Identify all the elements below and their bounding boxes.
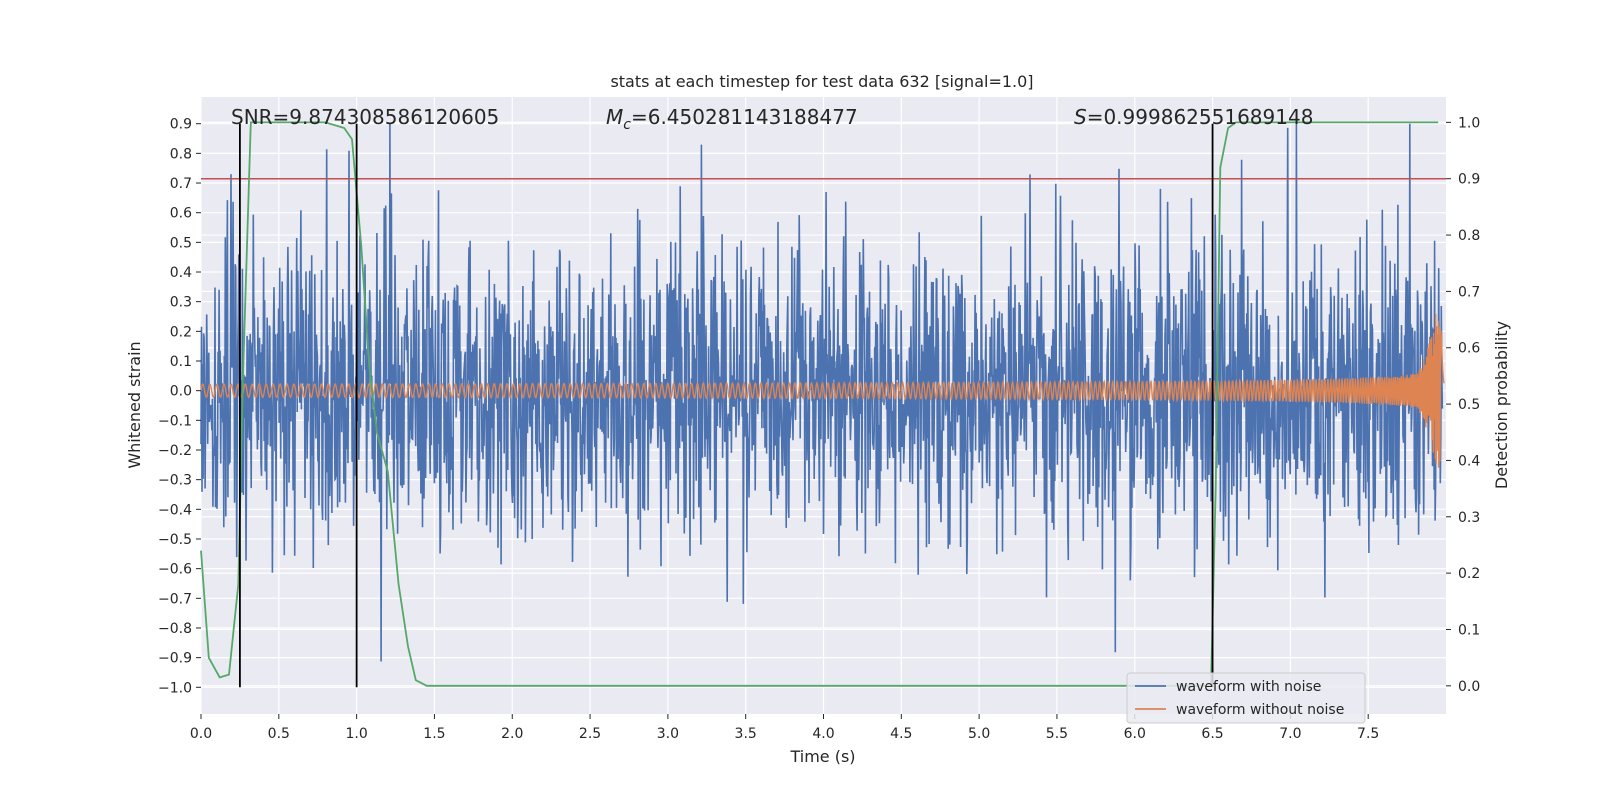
- x-tick-label: 7.5: [1357, 726, 1379, 742]
- y-tick-label: −0.2: [158, 443, 192, 459]
- y-tick-label: 0.2: [170, 324, 192, 340]
- y2-tick-label: 0.9: [1458, 172, 1480, 188]
- chart-title: stats at each timestep for test data 632…: [610, 72, 1033, 91]
- chirp-mass-value: =6.450281143188477: [631, 105, 858, 129]
- snr-annotation: SNR=9.874308586120605: [231, 105, 499, 129]
- x-tick-label: 0.5: [268, 726, 290, 742]
- y2-tick-label: 0.8: [1458, 228, 1480, 244]
- x-tick-label: 3.5: [735, 726, 757, 742]
- y-tick-label: 0.4: [170, 265, 192, 281]
- annotations: SNR=9.874308586120605 Mc=6.4502811431884…: [231, 105, 1313, 133]
- legend-label-clean: waveform without noise: [1176, 702, 1344, 718]
- legend-box: [1126, 672, 1366, 724]
- x-tick-label: 1.0: [345, 726, 367, 742]
- y2-tick-label: 0.6: [1458, 341, 1480, 357]
- s-symbol: S: [1074, 105, 1087, 129]
- x-tick-label: 6.0: [1124, 726, 1146, 742]
- y2-tick-label: 0.7: [1458, 284, 1480, 300]
- x-tick-label: 4.5: [890, 726, 912, 742]
- y-tick-label: 0.9: [170, 117, 192, 133]
- y2-tick-label: 0.5: [1458, 397, 1480, 413]
- y-tick-label: 0.7: [170, 176, 192, 192]
- x-tick-label: 1.5: [423, 726, 445, 742]
- legend: waveform with noise waveform without noi…: [1126, 672, 1366, 724]
- y-tick-label: 0.8: [170, 146, 192, 162]
- y-axis-left-ticks: 0.9 0.8 0.7 0.6 0.5 0.4 0.3 0.2 0.1 0.0 −0.1 −0.2 −0…: [158, 117, 201, 696]
- y-tick-label: 0.5: [170, 235, 192, 251]
- chirp-mass-subscript: c: [623, 117, 631, 133]
- x-tick-label: 0.0: [190, 726, 212, 742]
- x-tick-label: 4.0: [812, 726, 834, 742]
- x-tick-label: 5.5: [1046, 726, 1068, 742]
- s-annotation: S=0.999862551689148: [1074, 105, 1313, 129]
- y-tick-label: −0.4: [158, 502, 192, 518]
- chirp-mass-symbol: M: [606, 105, 623, 129]
- x-tick-label: 2.0: [501, 726, 523, 742]
- chirp-mass-annotation: Mc=6.450281143188477: [606, 105, 858, 133]
- x-tick-label: 2.5: [579, 726, 601, 742]
- x-tick-label: 7.0: [1279, 726, 1301, 742]
- y2-tick-label: 0.0: [1458, 679, 1480, 695]
- probability-line: [200, 121, 1439, 687]
- y-tick-label: −1.0: [158, 680, 192, 696]
- y2-tick-label: 0.2: [1458, 566, 1480, 582]
- series-detection-probability: [200, 121, 1439, 687]
- y-axis-right-label: Detection probability: [1492, 321, 1511, 489]
- y-axis-right-ticks: 1.0 0.9 0.8 0.7 0.6 0.5 0.4 0.3 0.2 0.1 0.0: [1446, 115, 1480, 695]
- y-tick-label: −0.9: [158, 651, 192, 667]
- y-tick-label: −0.5: [158, 532, 192, 548]
- y-tick-label: −0.8: [158, 621, 192, 637]
- x-tick-label: 3.0: [657, 726, 679, 742]
- x-tick-label: 6.5: [1201, 726, 1223, 742]
- y-tick-label: −0.3: [158, 473, 192, 489]
- y-tick-label: 0.0: [170, 384, 192, 400]
- marker-lines: [239, 123, 1214, 688]
- y-tick-label: −0.6: [158, 562, 192, 578]
- y2-tick-label: 0.3: [1458, 510, 1480, 526]
- clean-waveform-line: [200, 313, 1445, 468]
- series-waveform-without-noise: [200, 313, 1445, 468]
- y2-tick-label: 0.4: [1458, 453, 1480, 469]
- y-tick-label: −0.7: [158, 591, 192, 607]
- y2-tick-label: 0.1: [1458, 622, 1480, 638]
- s-value: =0.999862551689148: [1087, 105, 1314, 129]
- y2-tick-label: 1.0: [1458, 115, 1480, 131]
- x-axis-label: Time (s): [789, 747, 855, 766]
- y-tick-label: 0.6: [170, 206, 192, 222]
- x-tick-label: 5.0: [968, 726, 990, 742]
- y-tick-label: 0.3: [170, 295, 192, 311]
- y-tick-label: 0.1: [170, 354, 192, 370]
- legend-label-noise: waveform with noise: [1176, 679, 1321, 695]
- y-tick-label: −0.1: [158, 413, 192, 429]
- y-axis-left-label: Whitened strain: [125, 341, 144, 468]
